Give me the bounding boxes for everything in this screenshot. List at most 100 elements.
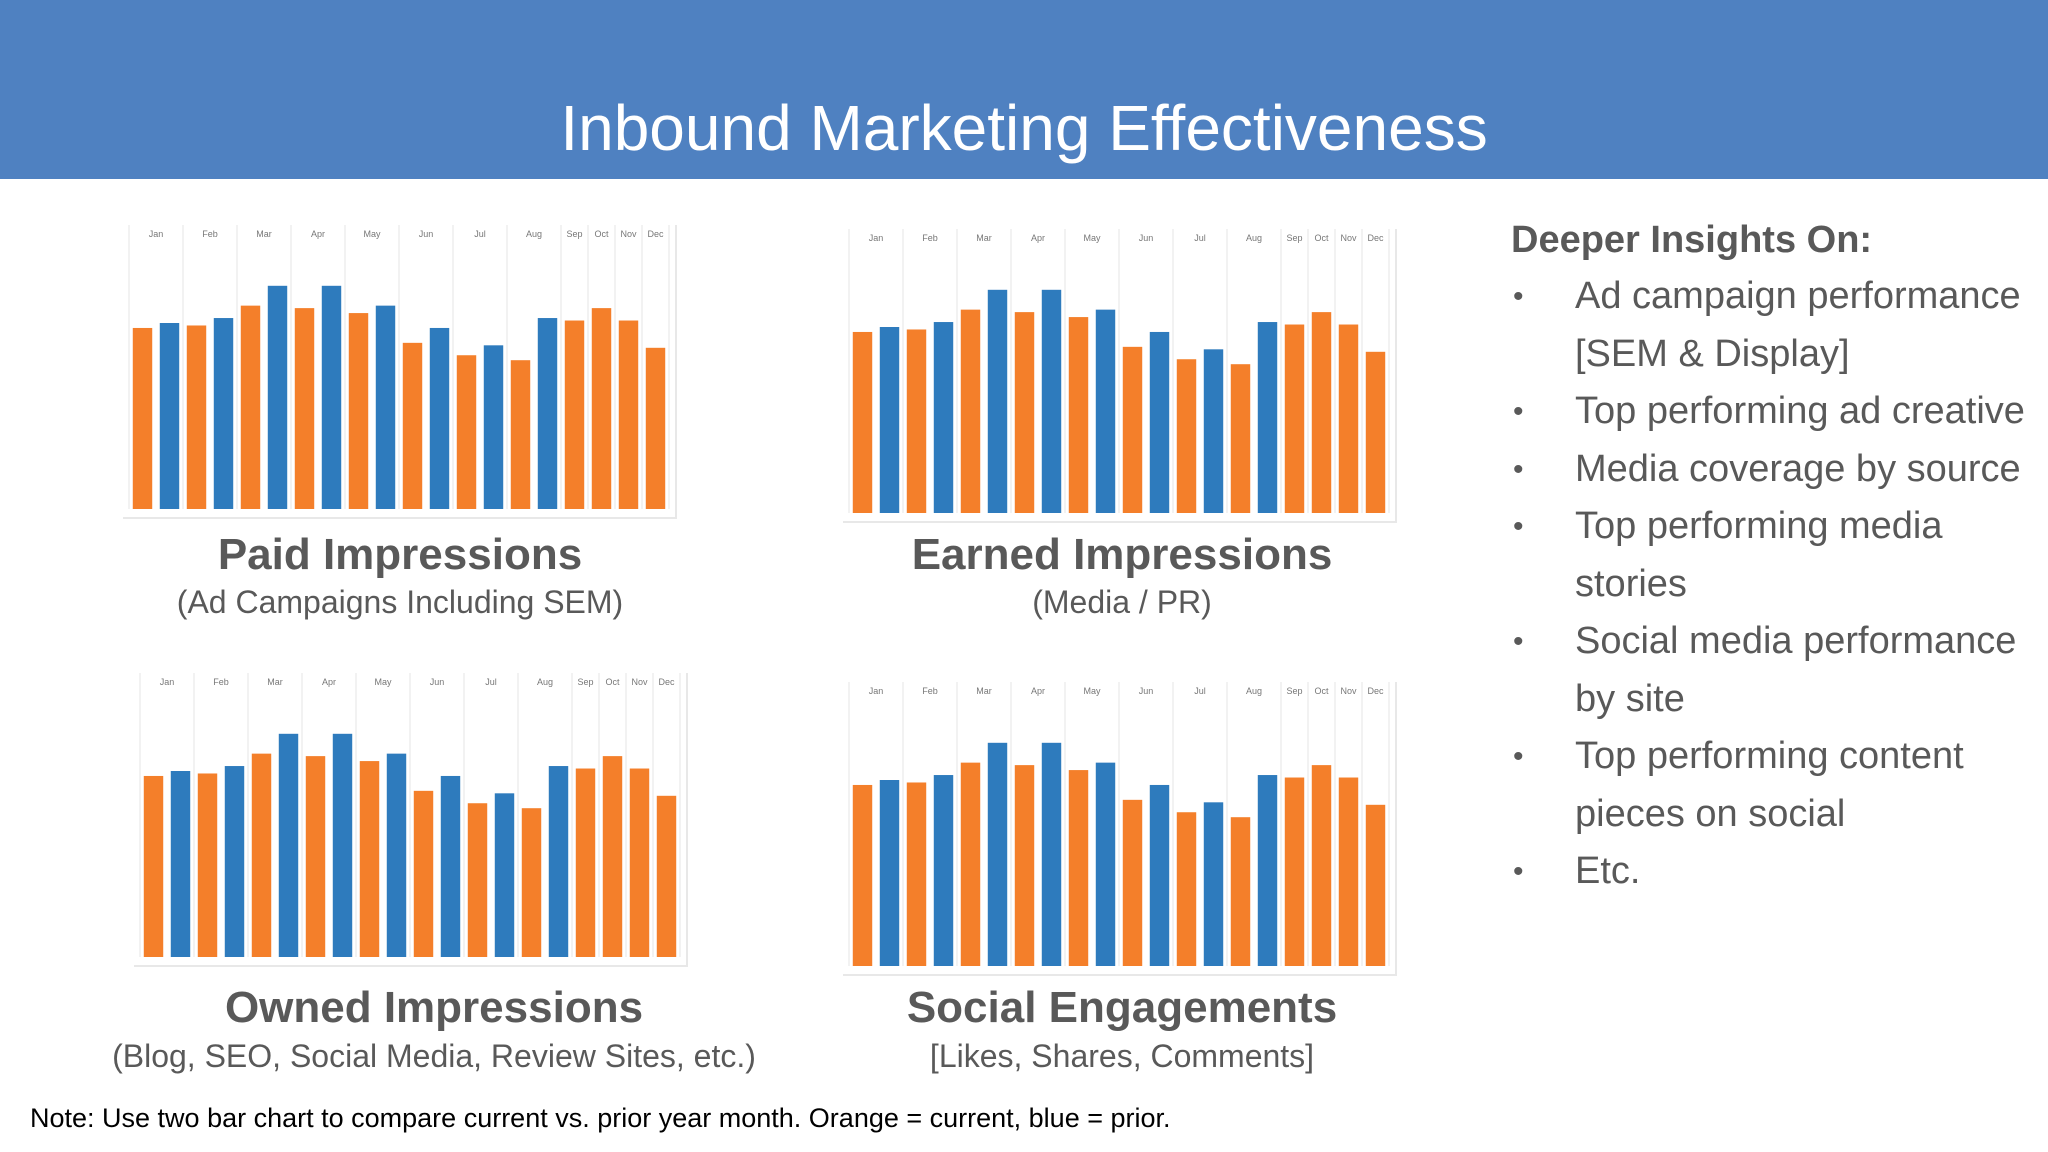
bar-current — [1122, 799, 1143, 966]
owned-impressions-title: Owned Impressions — [224, 983, 644, 1032]
bar-current — [251, 753, 272, 957]
bar-current — [1365, 804, 1386, 966]
month-tick-label: Oct — [1314, 686, 1329, 696]
month-tick-label: Jan — [869, 686, 884, 696]
month-tick-label: Jun — [419, 229, 434, 239]
bullet-icon: • — [1513, 280, 1524, 313]
bar-current — [456, 355, 477, 509]
bar-current — [294, 308, 315, 509]
month-tick-label: Sep — [1286, 233, 1302, 243]
bar-prior — [213, 318, 234, 509]
month-tick-label: May — [374, 677, 392, 687]
bar-prior — [1095, 309, 1116, 513]
insight-text: Media coverage by source — [1575, 447, 2021, 490]
month-tick-label: Dec — [647, 229, 664, 239]
bar-current — [1122, 346, 1143, 513]
month-tick-label: Aug — [537, 677, 553, 687]
month-tick-label: Aug — [1246, 686, 1262, 696]
bar-current — [591, 308, 612, 509]
bullet-icon: • — [1513, 395, 1524, 428]
bar-current — [186, 325, 207, 509]
title-bar: Inbound Marketing Effectiveness — [0, 0, 2048, 179]
month-tick-label: Aug — [526, 229, 542, 239]
owned-impressions-subtitle: (Blog, SEO, Social Media, Review Sites, … — [112, 1038, 756, 1074]
bar-prior — [1041, 289, 1062, 513]
bar-prior — [267, 285, 288, 509]
bar-prior — [1041, 742, 1062, 966]
bar-prior — [440, 775, 461, 957]
insight-text: Ad campaign performance [SEM & Display] — [1575, 275, 2021, 375]
insight-text: Etc. — [1575, 850, 1641, 892]
paid-impressions-subtitle: (Ad Campaigns Including SEM) — [176, 584, 624, 620]
month-tick-label: Sep — [1286, 686, 1302, 696]
bar-prior — [933, 775, 954, 966]
bar-current — [521, 808, 542, 957]
bar-current — [240, 305, 261, 509]
bar-current — [602, 756, 623, 957]
bar-prior — [278, 733, 299, 957]
insights-panel: Deeper Insights On: • Ad campaign perform… — [1511, 212, 2031, 901]
bar-current — [359, 761, 380, 957]
month-tick-label: Jan — [149, 229, 164, 239]
bar-current — [305, 756, 326, 957]
bar-prior — [1149, 331, 1170, 513]
insight-text: Top performing content pieces on social — [1575, 735, 1964, 835]
bar-current — [132, 327, 153, 509]
bar-current — [143, 775, 164, 957]
social-engagements-title: Social Engagements — [906, 983, 1338, 1032]
bar-prior — [1203, 349, 1224, 513]
bar-current — [852, 331, 873, 513]
insight-item: • Top performing content pieces on social — [1511, 728, 2031, 843]
month-tick-label: Nov — [1340, 233, 1357, 243]
bar-prior — [1203, 802, 1224, 966]
bar-current — [906, 782, 927, 966]
bar-prior — [386, 753, 407, 957]
month-tick-label: Mar — [976, 686, 992, 696]
bar-chart-svg: Jan Feb Mar Apr May Jun Jul Aug Sep Oct Nov Dec — [128, 225, 670, 509]
month-tick-label: Jul — [1194, 233, 1206, 243]
paid-impressions-title: Paid Impressions — [217, 530, 583, 579]
bar-current — [645, 347, 666, 509]
bar-prior — [879, 327, 900, 513]
month-tick-label: Jun — [1139, 686, 1154, 696]
month-tick-label: Mar — [256, 229, 272, 239]
bar-current — [1338, 777, 1359, 966]
bar-current — [413, 790, 434, 957]
bar-prior — [170, 771, 191, 957]
bar-current — [1014, 312, 1035, 513]
bar-prior — [494, 793, 515, 957]
bar-prior — [548, 766, 569, 957]
month-tick-label: Nov — [1340, 686, 1357, 696]
bar-current — [960, 309, 981, 513]
bar-chart-svg: Jan Feb Mar Apr May Jun Jul Aug Sep Oct Nov Dec — [848, 682, 1390, 966]
month-tick-label: Nov — [620, 229, 637, 239]
month-tick-label: Nov — [631, 677, 648, 687]
bar-current — [575, 768, 596, 957]
bar-current — [1068, 317, 1089, 513]
social-engagements-chart: Jan Feb Mar Apr May Jun Jul Aug Sep Oct Nov Dec — [843, 682, 1397, 976]
bar-current — [1176, 812, 1197, 966]
bullet-icon: • — [1513, 625, 1524, 658]
bar-current — [467, 803, 488, 957]
month-tick-label: Mar — [267, 677, 283, 687]
month-tick-label: Apr — [311, 229, 325, 239]
bar-prior — [1149, 784, 1170, 966]
bar-current — [564, 320, 585, 509]
month-tick-label: Dec — [1367, 233, 1384, 243]
bullet-icon: • — [1513, 740, 1524, 773]
earned-impressions-title: Earned Impressions — [911, 530, 1333, 579]
bar-prior — [483, 345, 504, 509]
bar-current — [1068, 770, 1089, 966]
month-tick-label: Sep — [577, 677, 593, 687]
bar-current — [1284, 324, 1305, 513]
month-tick-label: Feb — [213, 677, 229, 687]
bar-current — [1284, 777, 1305, 966]
bar-current — [656, 795, 677, 957]
insight-item: • Top performing media stories — [1511, 498, 2031, 613]
month-tick-label: Oct — [605, 677, 620, 687]
month-tick-label: Jan — [160, 677, 175, 687]
month-tick-label: Mar — [976, 233, 992, 243]
insight-item: • Top performing ad creative — [1511, 383, 2031, 441]
bar-current — [1365, 351, 1386, 513]
month-tick-label: May — [1083, 686, 1101, 696]
